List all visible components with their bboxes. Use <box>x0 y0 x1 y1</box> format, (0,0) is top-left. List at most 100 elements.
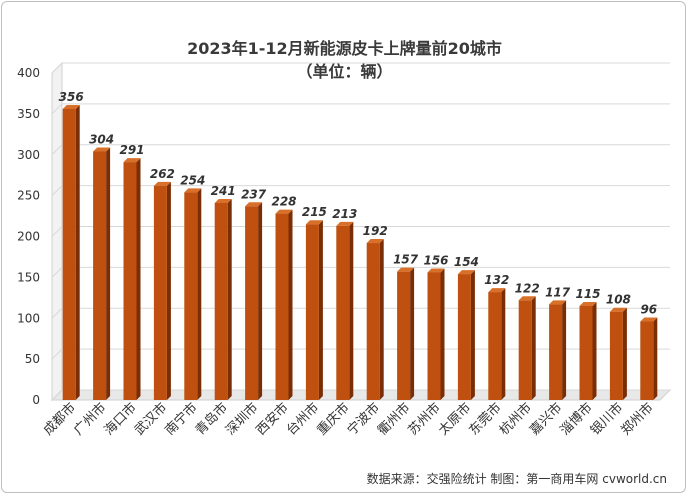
x-tick-label: 宁波市 <box>344 400 383 439</box>
y-tick-label: 300 <box>17 148 40 162</box>
data-label: 192 <box>363 224 388 238</box>
bar-top <box>609 307 627 312</box>
bar <box>184 192 198 400</box>
data-label: 254 <box>180 173 205 187</box>
y-tick-label: 50 <box>25 352 40 366</box>
bar <box>245 206 259 400</box>
data-label: 304 <box>89 132 114 146</box>
bar <box>123 162 137 400</box>
bar-top <box>123 158 141 163</box>
bar-top <box>184 188 202 193</box>
x-tick-label: 深圳市 <box>223 400 262 439</box>
bar-side <box>258 202 263 400</box>
bar-top <box>153 181 171 186</box>
gridline-diagonal <box>51 185 63 196</box>
bar <box>609 311 623 400</box>
x-tick-label: 嘉兴市 <box>527 400 566 439</box>
bar-side <box>136 158 141 400</box>
bar-side <box>197 188 202 400</box>
bar-side <box>106 147 111 400</box>
y-tick-label: 350 <box>17 107 40 121</box>
gridline-diagonal <box>51 389 63 401</box>
bar-side <box>592 301 597 400</box>
x-tick-label: 太原市 <box>435 400 474 439</box>
bar-side <box>622 307 627 400</box>
y-tick-label: 0 <box>32 393 40 407</box>
data-label: 122 <box>515 281 540 295</box>
data-label: 237 <box>241 187 267 201</box>
y-tick-label: 250 <box>17 189 40 203</box>
bar-top <box>62 104 80 109</box>
bar-side <box>440 268 445 400</box>
data-label: 215 <box>302 205 327 219</box>
bar-top <box>336 221 354 226</box>
bar-top <box>214 198 232 203</box>
x-tick-label: 淄博市 <box>557 400 596 439</box>
data-label: 262 <box>150 167 175 181</box>
bar-side <box>227 198 232 400</box>
data-label: 108 <box>606 293 631 307</box>
bar-side <box>75 104 80 400</box>
x-tick-label: 苏州市 <box>405 400 444 439</box>
bar-top <box>579 301 597 306</box>
bar-top <box>305 220 323 225</box>
floor <box>50 389 672 401</box>
x-tick-label: 衢州市 <box>375 400 414 439</box>
bar <box>305 224 319 400</box>
data-label: 96 <box>640 303 657 317</box>
x-tick-label: 杭州市 <box>496 400 535 439</box>
bar-top <box>93 147 111 152</box>
bar-side <box>288 209 293 400</box>
x-tick-label: 南宁市 <box>162 400 201 439</box>
bar-side <box>562 300 567 400</box>
bar-side <box>166 181 171 400</box>
bar <box>336 225 350 400</box>
bar-top <box>245 202 263 207</box>
chart-subtitle: （单位：辆） <box>296 62 393 81</box>
bar-side <box>653 317 658 400</box>
gridline-diagonal <box>51 307 63 319</box>
x-tick-label: 东莞市 <box>466 400 505 439</box>
bar-top <box>366 239 384 244</box>
y-tick-label: 150 <box>17 270 40 284</box>
bar-top <box>518 296 536 301</box>
bar <box>153 185 167 400</box>
bar <box>640 321 654 400</box>
data-label: 228 <box>271 195 296 209</box>
bar-side <box>349 221 354 400</box>
bar <box>457 274 471 400</box>
bar <box>579 305 593 400</box>
bar-top <box>397 267 415 272</box>
bar-top <box>549 300 567 305</box>
x-tick-label: 广州市 <box>71 400 110 439</box>
x-tick-label: 海口市 <box>101 400 140 439</box>
bar-top <box>457 270 475 275</box>
data-label: 115 <box>575 287 600 301</box>
gridline-diagonal <box>51 62 63 74</box>
x-tick-label: 青岛市 <box>192 400 231 439</box>
x-tick-label: 武汉市 <box>131 400 170 439</box>
x-tick-label: 郑州市 <box>618 400 657 439</box>
bar <box>93 151 107 400</box>
x-tick-label: 成都市 <box>40 400 79 439</box>
bar-top <box>275 209 293 214</box>
gridline-diagonal <box>51 348 63 360</box>
bar <box>275 213 289 400</box>
x-tick-label: 重庆市 <box>314 400 353 439</box>
bar-top <box>640 317 658 322</box>
bar-side <box>318 220 323 400</box>
bar-side <box>501 288 506 400</box>
data-source-footer: 数据来源：交强险统计 制图：第一商用车网 cvworld.cn <box>366 472 667 486</box>
data-label: 213 <box>332 207 357 221</box>
gridline-diagonal <box>51 267 63 278</box>
x-tick-label: 西安市 <box>253 400 292 439</box>
data-label: 356 <box>59 90 84 104</box>
data-label: 117 <box>545 285 571 299</box>
gridline-diagonal <box>51 103 63 115</box>
y-tick-label: 100 <box>17 311 40 325</box>
data-label: 132 <box>484 273 509 287</box>
bar-side <box>470 270 475 400</box>
data-label: 241 <box>211 184 236 198</box>
bar-side <box>531 296 536 400</box>
x-tick-label: 台州市 <box>283 400 322 439</box>
